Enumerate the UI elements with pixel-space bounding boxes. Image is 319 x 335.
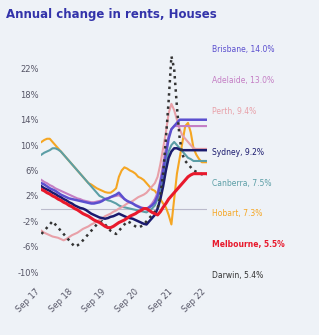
Text: Canberra, 7.5%: Canberra, 7.5% xyxy=(212,179,272,188)
Text: Annual change in rents, Houses: Annual change in rents, Houses xyxy=(6,8,217,21)
Text: Adelaide, 13.0%: Adelaide, 13.0% xyxy=(212,76,274,85)
Text: Brisbane, 14.0%: Brisbane, 14.0% xyxy=(212,45,275,54)
Text: Hobart, 7.3%: Hobart, 7.3% xyxy=(212,209,263,218)
Text: Melbourne, 5.5%: Melbourne, 5.5% xyxy=(212,240,285,249)
Text: Darwin, 5.4%: Darwin, 5.4% xyxy=(212,271,263,280)
Text: Perth, 9.4%: Perth, 9.4% xyxy=(212,107,256,116)
Text: Sydney, 9.2%: Sydney, 9.2% xyxy=(212,148,264,157)
